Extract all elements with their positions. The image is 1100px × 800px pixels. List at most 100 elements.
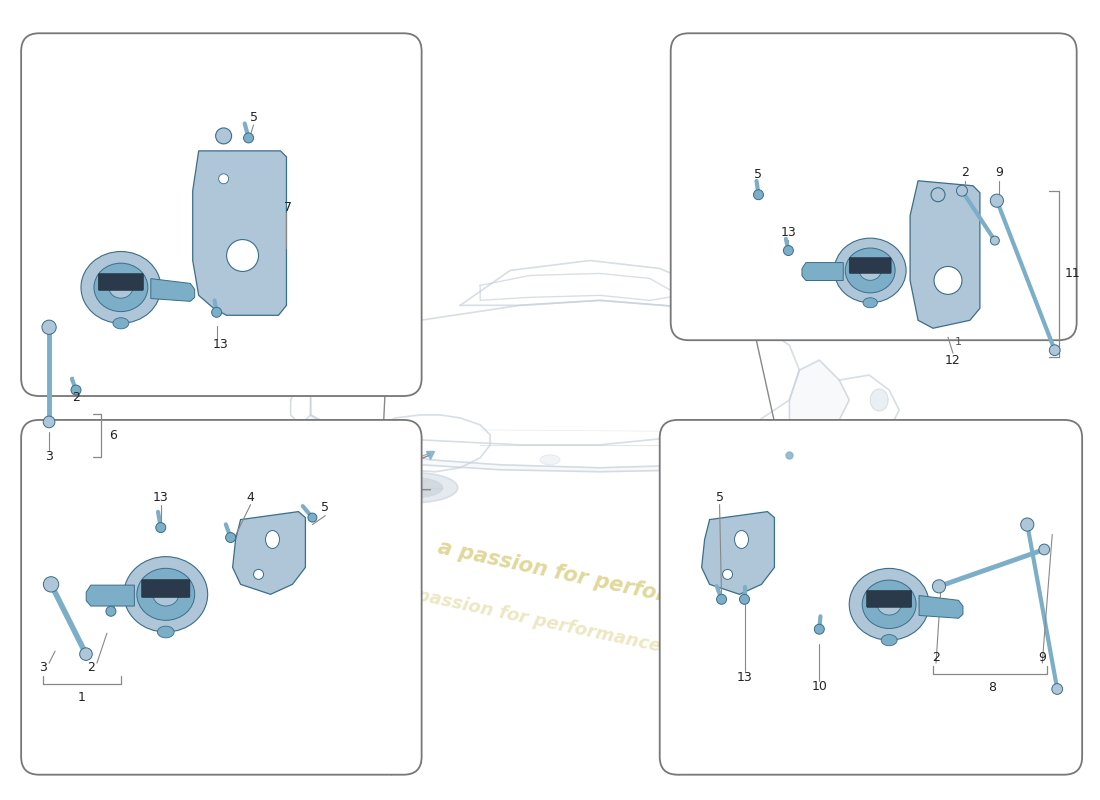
Ellipse shape [735,530,748,549]
Ellipse shape [153,582,178,606]
Ellipse shape [226,533,235,542]
Text: 2: 2 [961,166,969,179]
Ellipse shape [864,298,878,308]
Text: 7: 7 [285,201,293,214]
FancyBboxPatch shape [98,274,143,290]
Ellipse shape [783,246,793,255]
Ellipse shape [769,477,859,506]
Text: 9: 9 [1038,650,1046,664]
Ellipse shape [1021,518,1034,531]
Text: 6: 6 [109,429,117,442]
FancyBboxPatch shape [660,420,1082,774]
Ellipse shape [113,318,129,329]
Ellipse shape [957,186,967,196]
Ellipse shape [931,188,945,202]
Ellipse shape [388,478,443,498]
Ellipse shape [990,236,1000,245]
Polygon shape [920,595,962,618]
Ellipse shape [877,594,901,615]
Ellipse shape [933,580,946,593]
Ellipse shape [72,385,81,395]
Polygon shape [702,512,774,594]
Ellipse shape [297,371,324,389]
Ellipse shape [754,190,763,200]
Text: 13: 13 [153,491,168,504]
Text: 1985: 1985 [877,236,961,265]
Ellipse shape [716,594,727,604]
Text: 5: 5 [716,491,724,504]
Polygon shape [310,360,849,472]
Ellipse shape [849,569,930,640]
Ellipse shape [1052,684,1063,694]
Text: 2: 2 [87,661,95,674]
Ellipse shape [540,455,560,465]
Ellipse shape [934,266,962,294]
Ellipse shape [870,389,888,411]
Ellipse shape [990,194,1003,207]
FancyBboxPatch shape [21,34,421,396]
Ellipse shape [42,320,56,334]
Text: 5: 5 [321,501,329,514]
Ellipse shape [1049,345,1060,355]
Text: a passion for performance: a passion for performance [436,538,744,622]
Text: 12: 12 [945,354,961,366]
Text: 2: 2 [73,390,80,403]
Text: 1: 1 [955,338,961,347]
Text: 3: 3 [40,661,47,674]
Polygon shape [232,512,306,594]
Text: 5: 5 [250,111,257,125]
Ellipse shape [243,133,254,143]
Text: 3: 3 [45,450,53,463]
Polygon shape [151,278,195,302]
Ellipse shape [106,606,116,616]
Text: 4: 4 [246,491,254,504]
Ellipse shape [227,239,258,271]
Ellipse shape [94,263,147,312]
FancyBboxPatch shape [142,579,190,598]
Text: 8: 8 [988,682,996,694]
Text: 13: 13 [737,670,752,683]
Text: 2: 2 [932,650,940,664]
FancyBboxPatch shape [671,34,1077,340]
Text: 11: 11 [1065,267,1080,281]
Ellipse shape [136,568,195,620]
Ellipse shape [845,248,895,293]
Polygon shape [86,585,134,606]
Ellipse shape [862,580,916,629]
Ellipse shape [373,473,458,502]
Polygon shape [802,262,844,281]
Ellipse shape [814,624,824,634]
Text: 13: 13 [781,226,796,239]
Ellipse shape [109,277,133,298]
Polygon shape [192,151,286,315]
Ellipse shape [79,648,92,660]
Ellipse shape [43,416,55,428]
Ellipse shape [211,307,221,318]
Ellipse shape [785,482,844,502]
Ellipse shape [834,238,906,302]
Ellipse shape [216,128,232,144]
FancyBboxPatch shape [21,420,421,774]
Text: 10: 10 [812,681,827,694]
Text: 5: 5 [755,168,762,182]
Ellipse shape [859,261,881,280]
Text: a passion for performance: a passion for performance [397,582,663,656]
Ellipse shape [81,251,161,323]
Ellipse shape [265,530,279,549]
Ellipse shape [881,634,898,646]
Text: 1: 1 [78,691,86,705]
Ellipse shape [254,570,264,579]
Ellipse shape [156,522,166,533]
FancyBboxPatch shape [867,590,912,607]
Ellipse shape [739,594,749,604]
Ellipse shape [1038,544,1049,555]
FancyBboxPatch shape [849,258,891,274]
Text: 9: 9 [994,166,1003,179]
Ellipse shape [43,577,58,592]
Ellipse shape [157,626,174,638]
Ellipse shape [308,513,317,522]
Ellipse shape [723,570,733,579]
Text: 13: 13 [212,338,229,350]
Polygon shape [910,181,980,328]
Ellipse shape [219,174,229,184]
